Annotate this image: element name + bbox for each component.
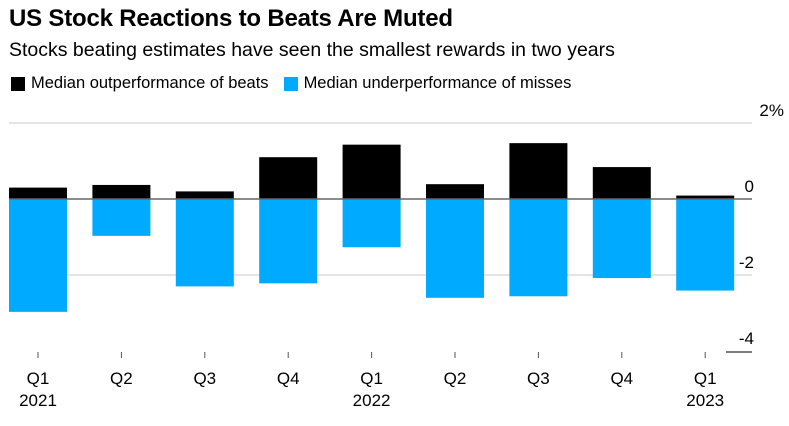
x-tick-label: Q1 (27, 369, 50, 388)
legend-swatch-misses (283, 76, 298, 91)
bar-misses (92, 199, 151, 236)
y-tick-label: -2 (739, 253, 754, 272)
x-tick-label: Q2 (110, 369, 133, 388)
x-tick-label: Q3 (527, 369, 550, 388)
x-tick-label: Q1 (360, 369, 383, 388)
x-tick-label: Q3 (193, 369, 216, 388)
x-tick-label: Q2 (444, 369, 467, 388)
y-tick-label: 2% (759, 101, 784, 120)
chart-subtitle: Stocks beating estimates have seen the s… (9, 39, 615, 61)
legend-item-misses: Median underperformance of misses (283, 74, 572, 93)
bar-misses (9, 199, 67, 312)
bar-misses (509, 199, 568, 297)
legend-swatch-beats (11, 76, 25, 91)
y-axis-labels: 2% 0 -2 -4 (739, 101, 784, 348)
x-axis-labels: Q1 2021 Q2 Q3 Q4 Q1 2022 Q2 Q3 Q4 Q1 2023 (19, 352, 724, 410)
bar-beats (259, 157, 318, 199)
x-tick-year-label: 2022 (353, 391, 391, 410)
bar-misses (175, 199, 234, 287)
legend-label-misses: Median underperformance of misses (303, 74, 572, 92)
chart-title: US Stock Reactions to Beats Are Muted (9, 5, 453, 32)
y-tick-label: 0 (745, 177, 754, 196)
bar-beats (92, 184, 151, 199)
bar-misses (592, 199, 651, 279)
x-tick-label: Q4 (277, 369, 300, 388)
legend: Median outperformance of beats Median un… (11, 74, 586, 93)
y-tick-label: -4 (739, 329, 754, 348)
x-tick-label: Q1 (694, 369, 717, 388)
x-tick-year-label: 2021 (19, 391, 57, 410)
x-tick-label: Q4 (610, 369, 633, 388)
bar-misses (676, 199, 735, 291)
bar-misses (342, 199, 401, 248)
legend-item-beats: Median outperformance of beats (11, 74, 269, 93)
bar-beats (9, 187, 67, 199)
bar-beats (676, 195, 735, 199)
bars (9, 143, 735, 312)
x-tick-year-label: 2023 (686, 391, 724, 410)
bar-misses (259, 199, 318, 284)
legend-label-beats: Median outperformance of beats (31, 74, 269, 92)
bar-beats (175, 191, 234, 199)
bar-beats (342, 144, 401, 199)
bar-beats (509, 143, 568, 199)
bar-misses (426, 199, 484, 298)
bar-beats (592, 167, 651, 199)
bar-beats (426, 184, 484, 199)
